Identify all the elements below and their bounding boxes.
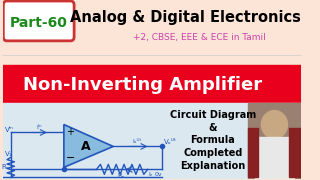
Bar (3, 103, 301, 179)
Text: +2, CBSE, EEE & ECE in Tamil: +2, CBSE, EEE & ECE in Tamil (132, 33, 265, 42)
Text: &: & (209, 123, 217, 132)
Text: Formula: Formula (190, 136, 235, 145)
Text: Rₑ: Rₑ (118, 173, 125, 179)
Text: A: A (81, 140, 90, 153)
Text: Circuit Diagram: Circuit Diagram (170, 110, 256, 120)
Text: Iᴵⁿ: Iᴵⁿ (36, 125, 42, 130)
Text: Iₒᵁᵗ: Iₒᵁᵗ (133, 139, 142, 144)
Circle shape (261, 111, 287, 138)
Text: V₁: V₁ (5, 151, 13, 157)
Text: Vᴵⁿ: Vᴵⁿ (5, 127, 14, 134)
FancyBboxPatch shape (3, 1, 74, 41)
Text: Part-60: Part-60 (10, 16, 68, 30)
Text: Analog & Digital Electronics: Analog & Digital Electronics (69, 10, 300, 25)
Text: Rₙ: Rₙ (2, 164, 9, 170)
Bar (248, 127, 258, 177)
Text: Non-Inverting Amplifier: Non-Inverting Amplifier (23, 76, 263, 94)
Polygon shape (64, 125, 113, 167)
Text: −: − (66, 153, 75, 163)
Text: Completed: Completed (183, 148, 243, 158)
Text: Iₑ: Iₑ (148, 172, 153, 177)
Bar (3, 65, 301, 103)
Bar (248, 103, 301, 179)
Bar (3, 0, 301, 65)
Bar (255, 138, 294, 179)
Bar (289, 127, 301, 177)
Text: Explanation: Explanation (180, 161, 245, 171)
Text: 0v: 0v (154, 172, 162, 177)
Text: Vₒᵁᵗ: Vₒᵁᵗ (164, 140, 176, 145)
Text: +: + (66, 127, 74, 138)
